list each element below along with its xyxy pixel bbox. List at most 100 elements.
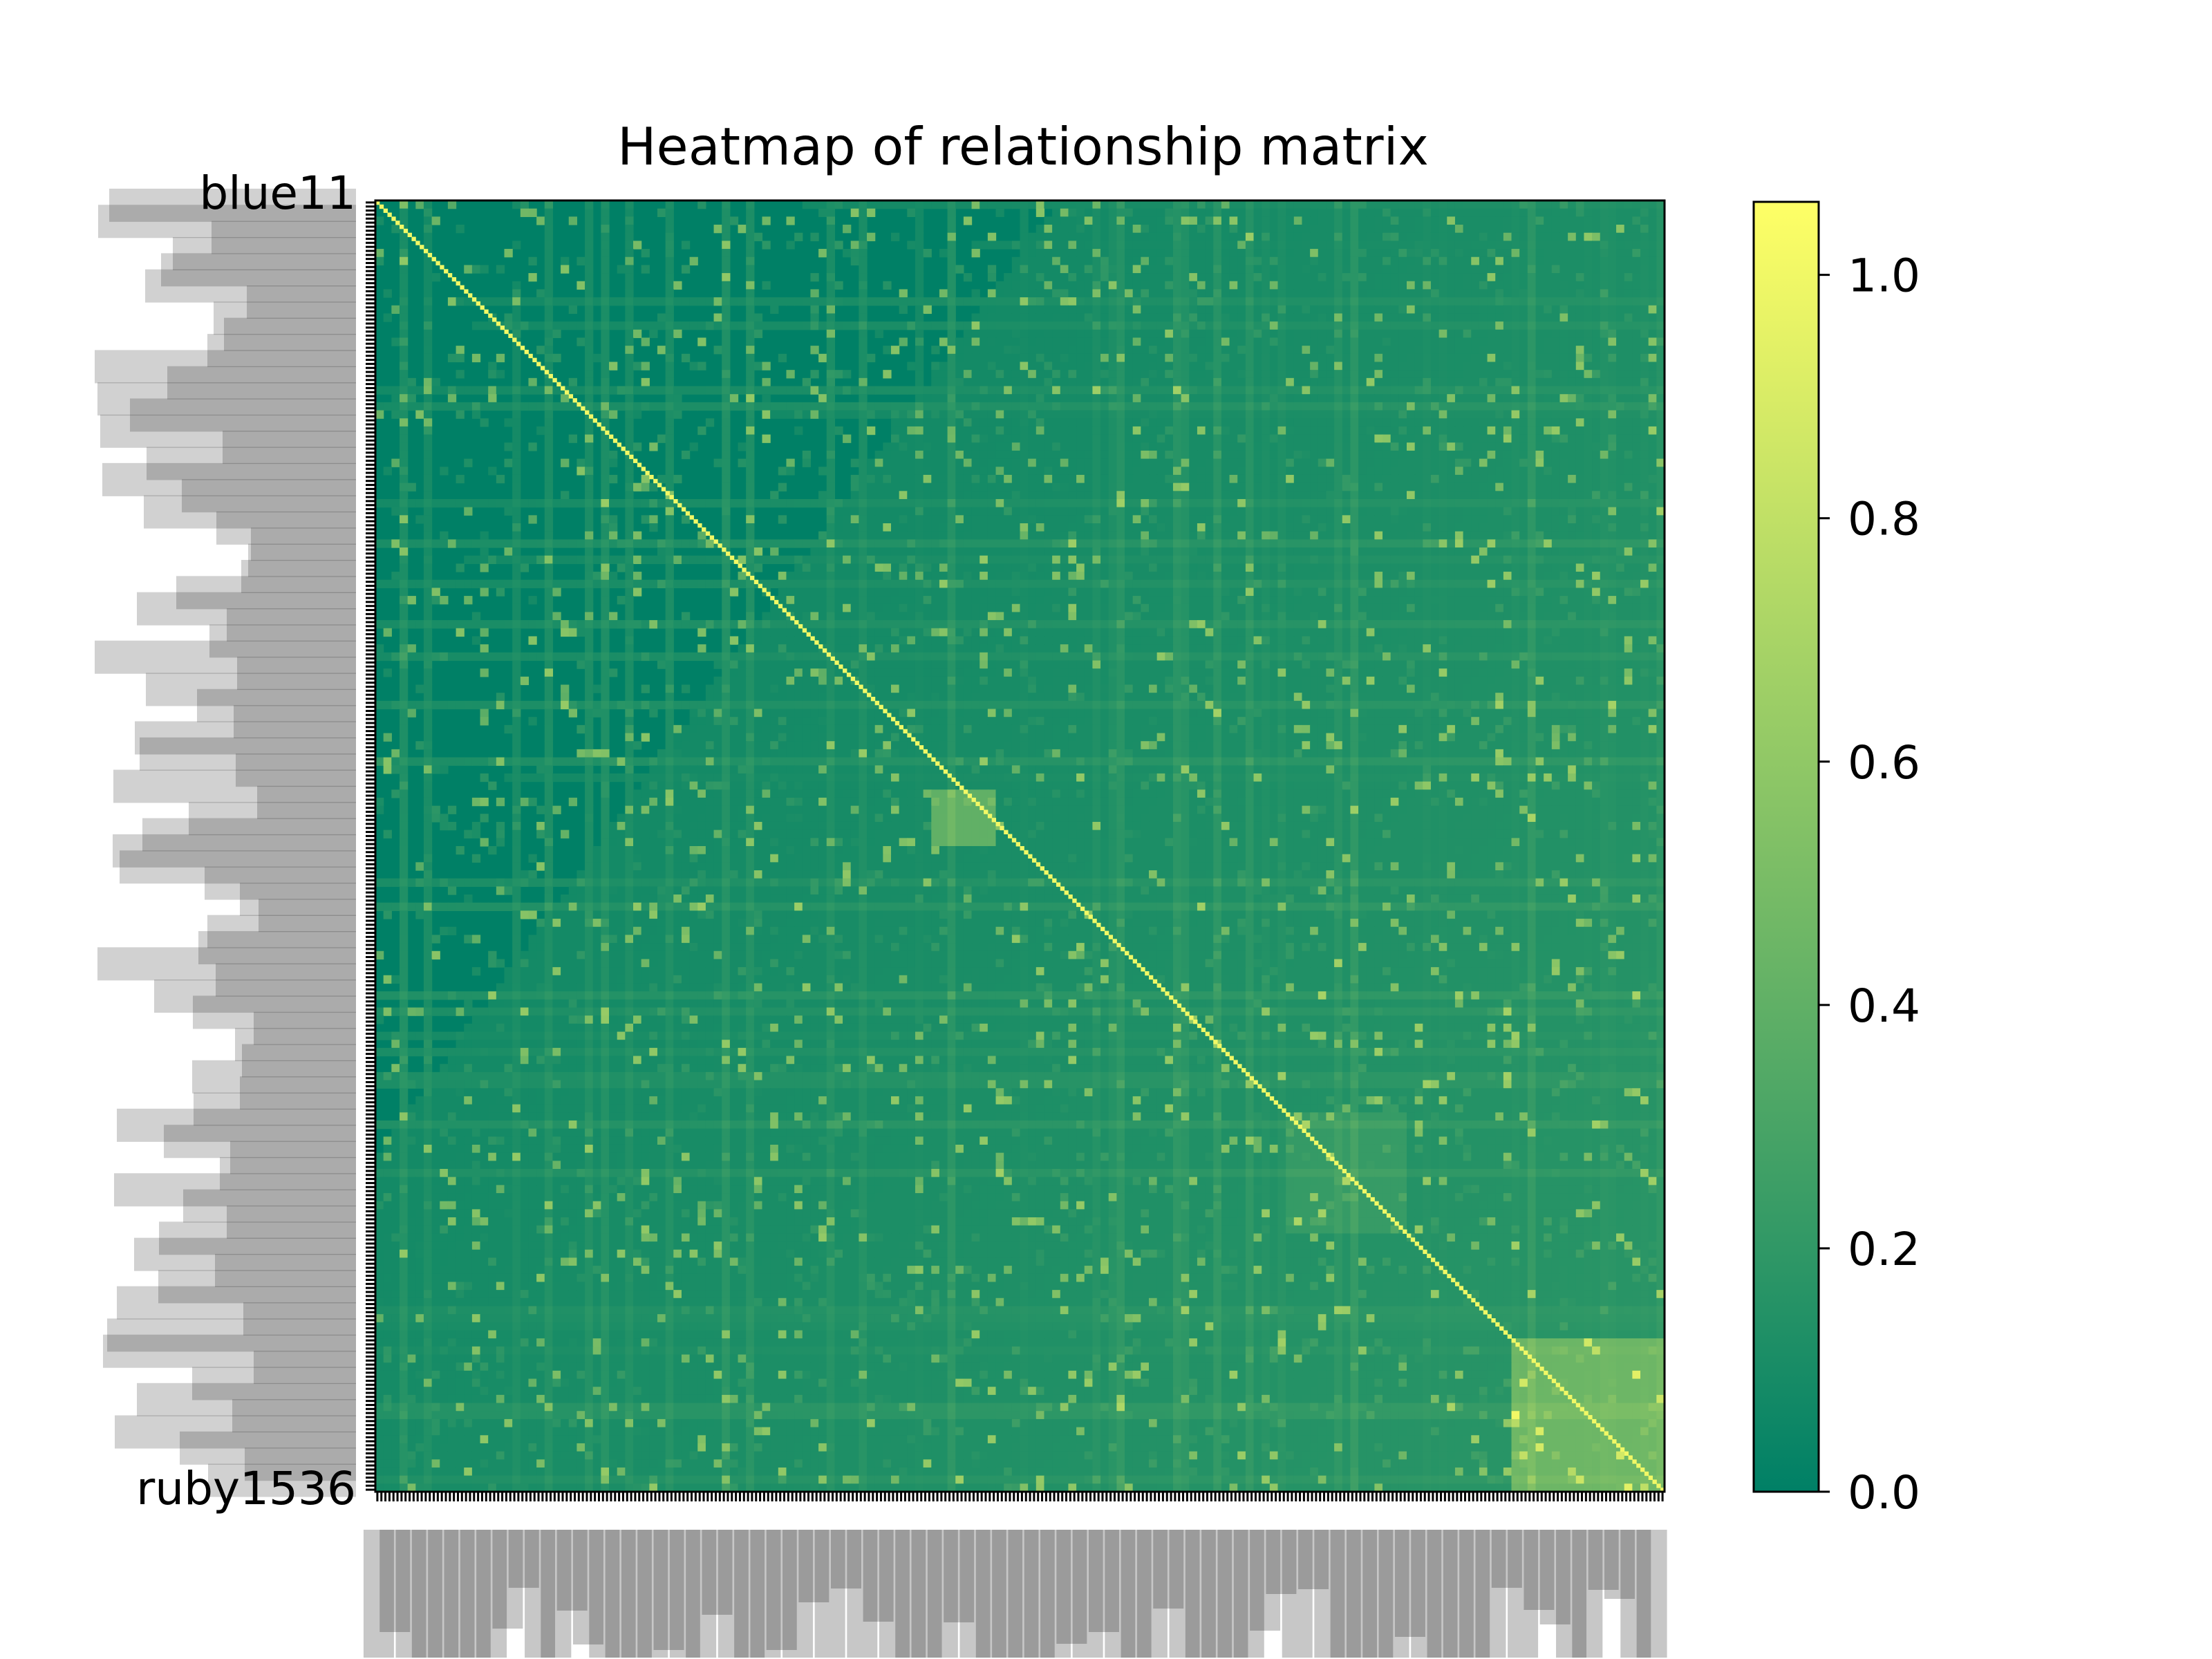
heatmap-cell <box>1004 337 1012 346</box>
heatmap-cell <box>1415 442 1423 451</box>
heatmap-cell <box>1068 337 1076 346</box>
heatmap-cell <box>633 330 641 338</box>
heatmap-cell <box>1463 249 1472 257</box>
heatmap-cell <box>1237 362 1246 371</box>
heatmap-cell <box>778 483 787 491</box>
heatmap-cell <box>1318 337 1327 346</box>
heatmap-cell <box>1415 233 1423 241</box>
heatmap-cell <box>1431 394 1439 402</box>
heatmap-cell <box>899 467 908 475</box>
heatmap-cell <box>1439 273 1447 281</box>
heatmap-cell <box>1181 378 1190 386</box>
heatmap-cell <box>1423 249 1431 257</box>
heatmap-cell <box>1189 451 1197 459</box>
heatmap-cell <box>915 370 924 378</box>
heatmap-cell <box>899 306 908 314</box>
heatmap-cell <box>1100 346 1109 354</box>
heatmap-cell <box>666 241 674 249</box>
heatmap-cell <box>1109 297 1117 306</box>
heatmap-cell <box>915 200 924 209</box>
heatmap-cell <box>1326 354 1334 362</box>
heatmap-cell <box>1447 330 1455 338</box>
heatmap-cell <box>1632 435 1640 443</box>
heatmap-cell <box>1181 216 1190 225</box>
heatmap-cell <box>803 411 811 419</box>
heatmap-cell <box>1528 209 1536 217</box>
heatmap-cell <box>1221 337 1230 346</box>
heatmap-cell <box>1310 427 1318 435</box>
heatmap-cell <box>1382 451 1391 459</box>
heatmap-cell <box>1576 346 1584 354</box>
heatmap-cell <box>1592 273 1600 281</box>
heatmap-cell <box>1278 370 1286 378</box>
heatmap-cell <box>738 459 747 467</box>
heatmap-cell <box>1568 225 1576 233</box>
heatmap-cell <box>1342 467 1351 475</box>
heatmap-cell <box>1157 435 1165 443</box>
heatmap-cell <box>827 281 835 290</box>
heatmap-cell <box>1536 233 1544 241</box>
heatmap-cell <box>754 233 762 241</box>
heatmap-cell <box>827 313 835 321</box>
heatmap-cell <box>1350 402 1358 411</box>
heatmap-cell <box>1310 337 1318 346</box>
heatmap-cell <box>875 491 883 499</box>
heatmap-cell <box>1495 321 1503 330</box>
heatmap-cell <box>1020 241 1029 249</box>
heatmap-cell <box>601 491 609 499</box>
heatmap-cell <box>722 306 730 314</box>
heatmap-cell <box>1133 394 1141 402</box>
heatmap-cell <box>1439 249 1447 257</box>
heatmap-cell <box>1246 257 1254 265</box>
heatmap-cell <box>1326 346 1334 354</box>
heatmap-cell <box>1431 313 1439 321</box>
heatmap-cell <box>1181 249 1190 257</box>
heatmap-cell <box>1455 330 1463 338</box>
heatmap-cell <box>400 467 408 475</box>
heatmap-cell <box>1616 225 1624 233</box>
heatmap-cell <box>827 435 835 443</box>
heatmap-cell <box>601 209 609 217</box>
heatmap-cell <box>810 289 818 297</box>
heatmap-cell <box>1512 386 1520 395</box>
heatmap-cell <box>1020 411 1029 419</box>
heatmap-cell <box>1076 483 1085 491</box>
heatmap-cell <box>1141 241 1149 249</box>
heatmap-cell <box>1286 394 1294 402</box>
heatmap-cell <box>899 337 908 346</box>
heatmap-cell <box>1455 321 1463 330</box>
heatmap-cell <box>1302 321 1310 330</box>
heatmap-cell <box>1246 402 1254 411</box>
heatmap-cell <box>1125 249 1133 257</box>
heatmap-cell <box>1407 402 1415 411</box>
heatmap-cell <box>1431 467 1439 475</box>
heatmap-cell <box>1310 386 1318 395</box>
heatmap-cell <box>859 321 867 330</box>
heatmap-cell <box>1431 200 1439 209</box>
heatmap-cell <box>1206 378 1214 386</box>
heatmap-cell <box>1342 346 1351 354</box>
heatmap-cell <box>972 459 980 467</box>
heatmap-cell <box>1374 233 1382 241</box>
heatmap-cell <box>1213 427 1221 435</box>
heatmap-cell <box>1012 257 1020 265</box>
heatmap-cell <box>1415 394 1423 402</box>
heatmap-cell <box>1559 418 1568 427</box>
heatmap-cell <box>1206 459 1214 467</box>
heatmap-cell <box>1036 411 1044 419</box>
heatmap-cell <box>1576 330 1584 338</box>
heatmap-cell <box>1310 442 1318 451</box>
heatmap-cell <box>1649 337 1657 346</box>
heatmap-cell <box>1246 281 1254 290</box>
heatmap-cell <box>1173 200 1181 209</box>
heatmap-cell <box>1519 330 1528 338</box>
heatmap-cell <box>1294 321 1302 330</box>
heatmap-cell <box>1318 249 1327 257</box>
heatmap-cell <box>980 337 988 346</box>
heatmap-cell <box>907 451 915 459</box>
heatmap-cell <box>1544 330 1552 338</box>
heatmap-cell <box>1092 330 1100 338</box>
heatmap-cell <box>415 402 424 411</box>
heatmap-cell <box>891 402 899 411</box>
heatmap-cell <box>1407 354 1415 362</box>
